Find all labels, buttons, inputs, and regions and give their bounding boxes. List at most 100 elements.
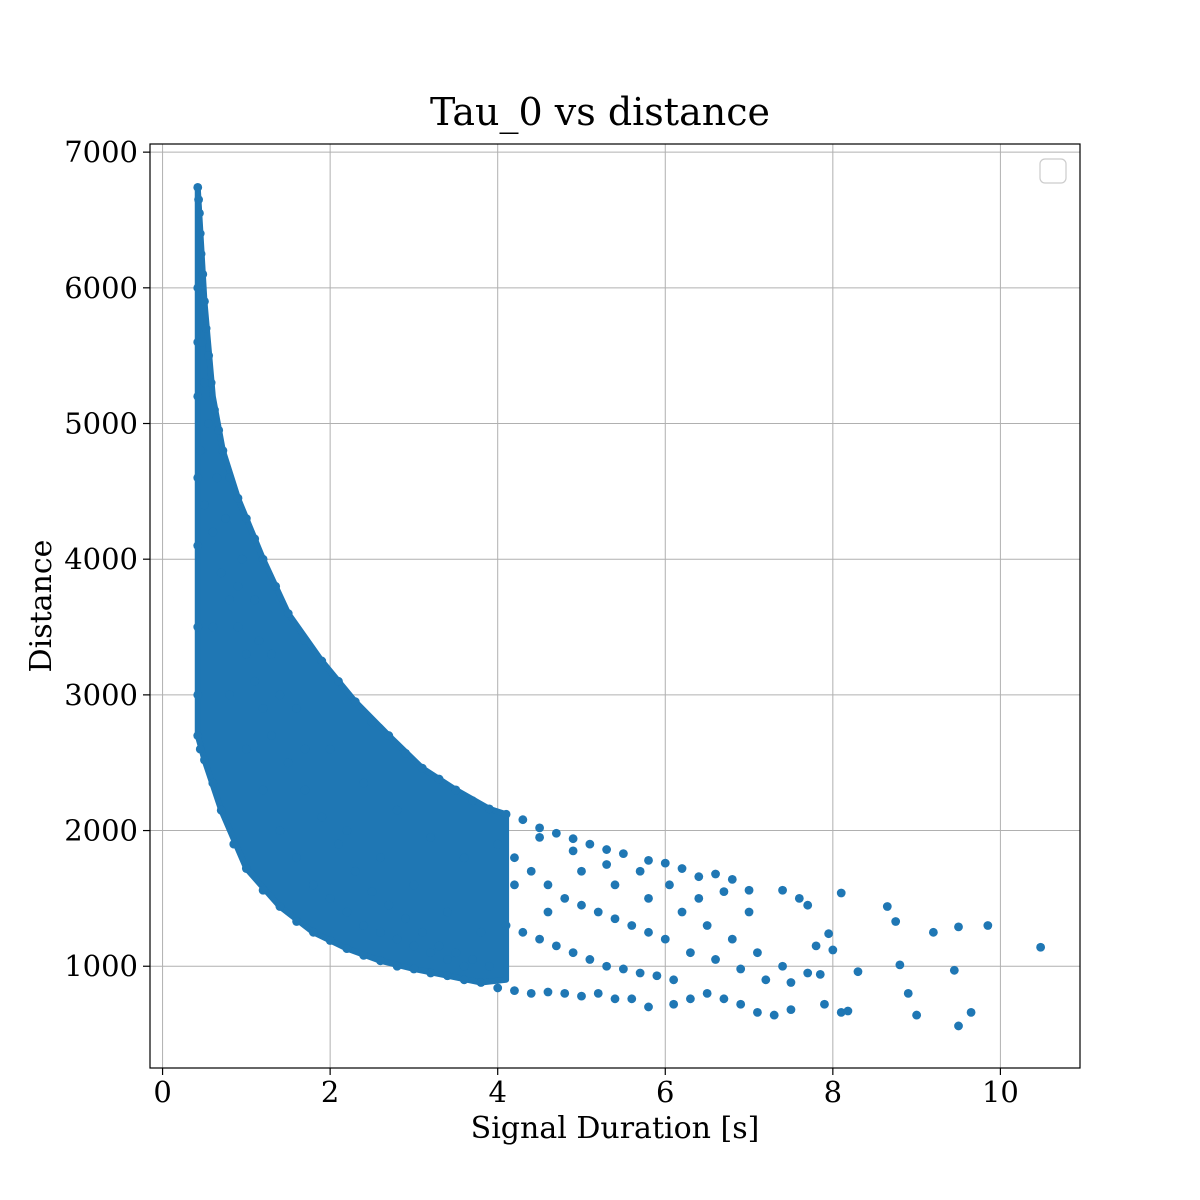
data-point: [644, 1002, 653, 1012]
data-point: [669, 975, 679, 985]
data-point: [476, 978, 486, 987]
data-point: [434, 941, 444, 951]
data-point: [426, 948, 436, 958]
data-point: [459, 975, 469, 985]
data-point: [221, 514, 230, 523]
data-point: [526, 988, 536, 998]
data-point: [543, 987, 553, 997]
dense-point-cloud: [194, 184, 510, 986]
data-point: [510, 986, 519, 996]
data-point: [551, 941, 561, 951]
data-point: [744, 885, 754, 895]
x-tick-label: 6: [656, 1075, 674, 1109]
data-point: [225, 690, 234, 700]
y-axis-ticks: 1000 2000 3000 4000 5000 6000 7000: [64, 135, 150, 983]
data-point: [501, 921, 511, 930]
data-point: [753, 948, 762, 958]
data-point: [660, 934, 670, 944]
data-point: [983, 921, 993, 930]
data-point: [895, 960, 905, 970]
data-point: [325, 893, 335, 903]
data-point: [392, 805, 402, 815]
data-point: [241, 649, 251, 659]
data-point: [593, 907, 603, 917]
data-point: [334, 676, 343, 686]
data-point: [342, 944, 352, 953]
data-point: [719, 994, 729, 1004]
data-point: [1036, 942, 1046, 952]
data-point: [828, 945, 838, 955]
x-tick-label: 10: [982, 1075, 1019, 1109]
data-point: [350, 866, 360, 876]
data-point: [409, 880, 419, 890]
data-point: [200, 296, 209, 306]
data-point: [300, 636, 310, 645]
data-point: [210, 405, 219, 415]
data-point: [535, 934, 544, 944]
data-point: [836, 888, 846, 898]
data-point: [535, 823, 544, 833]
data-point: [803, 900, 813, 910]
data-point: [882, 902, 892, 911]
data-point: [212, 473, 222, 483]
data-point: [803, 968, 813, 978]
data-point: [459, 853, 469, 863]
data-point: [417, 927, 427, 937]
data-point: [434, 774, 444, 784]
data-point: [325, 936, 335, 945]
data-point: [665, 880, 674, 890]
data-point: [518, 927, 528, 937]
data-point: [237, 554, 247, 564]
data-point: [359, 950, 369, 960]
data-point: [367, 717, 377, 727]
data-point: [204, 351, 214, 361]
y-tick-label: 7000: [64, 135, 138, 169]
data-point: [204, 419, 214, 428]
data-point: [376, 927, 385, 937]
data-point: [493, 983, 503, 993]
data-point: [535, 832, 544, 842]
data-point: [484, 804, 494, 814]
data-point: [568, 846, 578, 856]
data-point: [815, 969, 825, 979]
y-tick-label: 5000: [64, 407, 138, 441]
x-tick-label: 2: [321, 1075, 339, 1109]
data-point: [778, 961, 787, 971]
data-point: [193, 731, 203, 740]
data-point: [275, 826, 285, 835]
data-point: [627, 994, 637, 1004]
data-point: [468, 796, 477, 806]
data-point: [208, 622, 218, 632]
data-point: [367, 887, 377, 897]
data-point: [426, 968, 436, 978]
data-point: [744, 907, 754, 917]
data-point: [602, 845, 612, 854]
data-point: [195, 744, 205, 754]
data-point: [966, 1007, 976, 1017]
data-point: [778, 885, 787, 895]
data-point: [250, 595, 260, 605]
data-point: [409, 964, 419, 974]
x-axis-label: Signal Duration [s]: [471, 1111, 760, 1146]
data-point: [283, 609, 293, 618]
data-point: [585, 955, 595, 964]
data-point: [401, 914, 410, 924]
data-point: [824, 929, 834, 939]
data-point: [300, 744, 310, 754]
data-point: [195, 446, 205, 456]
y-tick-label: 2000: [64, 814, 138, 848]
data-point: [702, 921, 712, 930]
data-point: [208, 527, 218, 537]
data-point: [753, 1007, 762, 1017]
data-point: [308, 927, 318, 937]
data-point: [193, 473, 203, 483]
data-point: [954, 922, 963, 932]
data-point: [317, 656, 327, 666]
data-point: [686, 948, 695, 958]
data-point: [193, 541, 203, 551]
data-point: [501, 809, 511, 819]
data-point: [786, 978, 796, 987]
data-point: [669, 999, 679, 1009]
data-point: [195, 208, 204, 218]
data-point: [443, 907, 452, 917]
